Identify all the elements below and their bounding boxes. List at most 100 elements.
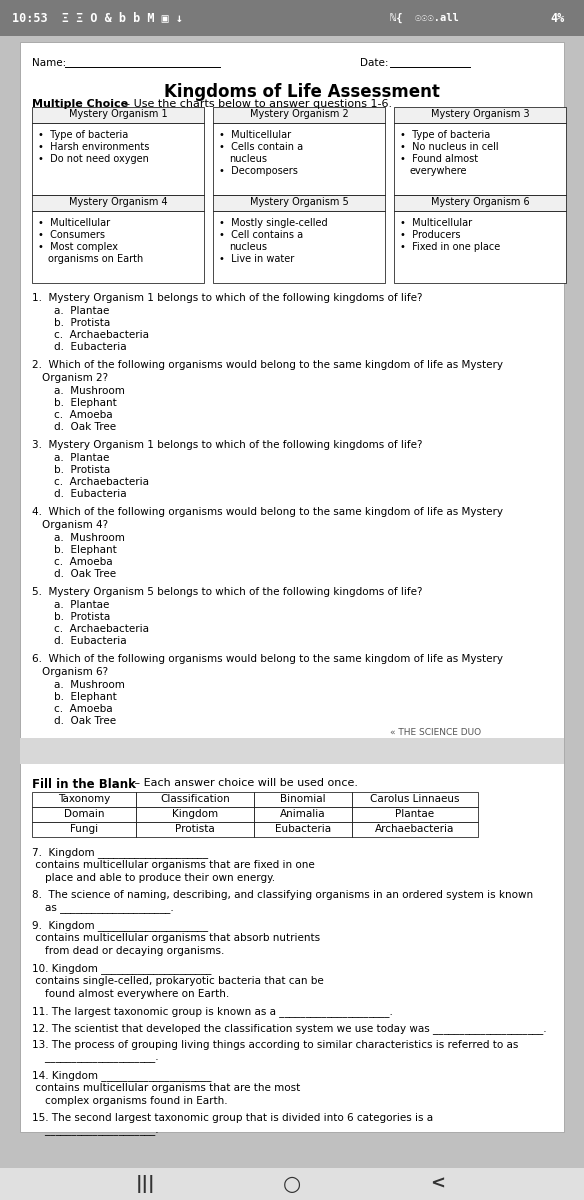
Bar	[254, 792, 352, 806]
Text: Mystery Organism 3: Mystery Organism 3	[430, 109, 529, 119]
Text: •  Live in water: • Live in water	[219, 254, 294, 264]
Text: Domain: Domain	[64, 809, 105, 818]
Bar	[213, 211, 385, 283]
Text: <: <	[430, 1175, 446, 1193]
Text: a.  Mushroom: a. Mushroom	[54, 386, 125, 396]
Text: 8.  The science of naming, describing, and classifying organisms in an ordered s: 8. The science of naming, describing, an…	[32, 890, 533, 900]
Text: b.  Protista: b. Protista	[54, 612, 110, 622]
Text: place and able to produce their own energy.: place and able to produce their own ener…	[32, 874, 275, 883]
Text: d.  Oak Tree: d. Oak Tree	[54, 422, 116, 432]
Text: Organism 6?: Organism 6?	[42, 667, 108, 677]
Bar	[20, 738, 564, 764]
Text: 7.  Kingdom _____________________: 7. Kingdom _____________________	[32, 847, 208, 858]
Bar	[32, 122, 204, 194]
Text: 11. The largest taxonomic group is known as a _____________________.: 11. The largest taxonomic group is known…	[32, 1006, 393, 1016]
Text: c.  Archaebacteria: c. Archaebacteria	[54, 330, 149, 340]
Text: 13. The process of grouping living things according to similar characteristics i: 13. The process of grouping living thing…	[32, 1040, 519, 1050]
Text: Mystery Organism 1: Mystery Organism 1	[69, 109, 167, 119]
Text: Kingdom: Kingdom	[172, 809, 218, 818]
Text: 1.  Mystery Organism 1 belongs to which of the following kingdoms of life?: 1. Mystery Organism 1 belongs to which o…	[32, 293, 422, 302]
Bar	[352, 806, 478, 822]
Text: Kingdoms of Life Assessment: Kingdoms of Life Assessment	[164, 83, 440, 101]
Text: Animalia: Animalia	[280, 809, 326, 818]
Text: Mystery Organism 2: Mystery Organism 2	[249, 109, 349, 119]
Text: •  Cells contain a: • Cells contain a	[219, 142, 303, 152]
Text: •  Multicellular: • Multicellular	[219, 130, 291, 140]
Bar	[213, 107, 385, 122]
Text: Mystery Organism 5: Mystery Organism 5	[249, 197, 349, 206]
Bar	[32, 806, 136, 822]
Text: Protista: Protista	[175, 824, 215, 834]
Text: a.  Plantae: a. Plantae	[54, 306, 109, 316]
Bar	[0, 0, 584, 36]
Text: everywhere: everywhere	[410, 166, 468, 176]
Text: 10:53  Ξ Ξ O & b b M ▣ ↓: 10:53 Ξ Ξ O & b b M ▣ ↓	[12, 12, 183, 24]
Text: c.  Amoeba: c. Amoeba	[54, 704, 113, 714]
Text: « THE SCIENCE DUO: « THE SCIENCE DUO	[390, 728, 481, 737]
Text: Name:: Name:	[32, 58, 66, 68]
Text: b.  Elephant: b. Elephant	[54, 545, 117, 554]
Text: 2.  Which of the following organisms would belong to the same kingdom of life as: 2. Which of the following organisms woul…	[32, 360, 503, 370]
Text: 6.  Which of the following organisms would belong to the same kingdom of life as: 6. Which of the following organisms woul…	[32, 654, 503, 664]
Text: 15. The second largest taxonomic group that is divided into 6 categories is a: 15. The second largest taxonomic group t…	[32, 1114, 433, 1123]
Text: Date:: Date:	[360, 58, 388, 68]
Text: – Each answer choice will be used once.: – Each answer choice will be used once.	[131, 778, 358, 788]
Text: •  No nucleus in cell: • No nucleus in cell	[400, 142, 499, 152]
Text: •  Consumers: • Consumers	[38, 230, 105, 240]
Text: 3.  Mystery Organism 1 belongs to which of the following kingdoms of life?: 3. Mystery Organism 1 belongs to which o…	[32, 440, 422, 450]
Text: Carolus Linnaeus: Carolus Linnaeus	[370, 794, 460, 804]
Bar	[394, 122, 566, 194]
Text: Multiple Choice: Multiple Choice	[32, 98, 128, 109]
Text: Organism 2?: Organism 2?	[42, 373, 108, 383]
Text: as _____________________.: as _____________________.	[32, 902, 174, 913]
Text: contains multicellular organisms that are the most: contains multicellular organisms that ar…	[32, 1082, 300, 1093]
Text: •  Mostly single-celled: • Mostly single-celled	[219, 218, 328, 228]
Text: b.  Protista: b. Protista	[54, 318, 110, 328]
Text: Fungi: Fungi	[70, 824, 98, 834]
Text: 4.  Which of the following organisms would belong to the same kingdom of life as: 4. Which of the following organisms woul…	[32, 506, 503, 517]
Text: b.  Elephant: b. Elephant	[54, 692, 117, 702]
Text: d.  Eubacteria: d. Eubacteria	[54, 342, 127, 352]
Text: •  Found almost: • Found almost	[400, 154, 478, 164]
Text: _____________________.: _____________________.	[32, 1054, 159, 1063]
Text: •  Type of bacteria: • Type of bacteria	[400, 130, 490, 140]
Text: Organism 4?: Organism 4?	[42, 520, 108, 530]
Text: 9.  Kingdom _____________________: 9. Kingdom _____________________	[32, 920, 208, 931]
Text: a.  Plantae: a. Plantae	[54, 600, 109, 610]
Text: •  Multicellular: • Multicellular	[400, 218, 472, 228]
Bar	[32, 822, 136, 838]
Bar	[394, 107, 566, 122]
Text: •  Harsh environments: • Harsh environments	[38, 142, 150, 152]
Text: c.  Archaebacteria: c. Archaebacteria	[54, 624, 149, 634]
Text: 4%: 4%	[551, 12, 565, 24]
Text: _____________________.: _____________________.	[32, 1126, 159, 1136]
Text: nucleus: nucleus	[229, 154, 267, 164]
Bar	[0, 1168, 584, 1200]
Bar	[352, 822, 478, 838]
Text: •  Do not need oxygen: • Do not need oxygen	[38, 154, 149, 164]
Text: c.  Amoeba: c. Amoeba	[54, 410, 113, 420]
Text: b.  Protista: b. Protista	[54, 464, 110, 475]
Text: Eubacteria: Eubacteria	[275, 824, 331, 834]
Text: 5.  Mystery Organism 5 belongs to which of the following kingdoms of life?: 5. Mystery Organism 5 belongs to which o…	[32, 587, 422, 596]
Text: Mystery Organism 6: Mystery Organism 6	[430, 197, 529, 206]
Text: a.  Plantae: a. Plantae	[54, 452, 109, 463]
Text: Plantae: Plantae	[395, 809, 434, 818]
Text: contains single-celled, prokaryotic bacteria that can be: contains single-celled, prokaryotic bact…	[32, 976, 324, 986]
Text: contains multicellular organisms that are fixed in one: contains multicellular organisms that ar…	[32, 860, 315, 870]
Bar	[32, 211, 204, 283]
Text: c.  Amoeba: c. Amoeba	[54, 557, 113, 566]
Bar	[394, 194, 566, 211]
Text: Archaebacteria: Archaebacteria	[376, 824, 455, 834]
Text: d.  Oak Tree: d. Oak Tree	[54, 716, 116, 726]
Text: Binomial: Binomial	[280, 794, 326, 804]
Bar	[136, 806, 254, 822]
Text: organisms on Earth: organisms on Earth	[48, 254, 143, 264]
Text: •  Decomposers: • Decomposers	[219, 166, 298, 176]
Text: Fill in the Blank: Fill in the Blank	[32, 778, 136, 791]
Text: 14. Kingdom _____________________: 14. Kingdom _____________________	[32, 1070, 211, 1081]
Text: a.  Mushroom: a. Mushroom	[54, 680, 125, 690]
Text: d.  Eubacteria: d. Eubacteria	[54, 490, 127, 499]
Bar	[394, 211, 566, 283]
Text: •  Cell contains a: • Cell contains a	[219, 230, 303, 240]
